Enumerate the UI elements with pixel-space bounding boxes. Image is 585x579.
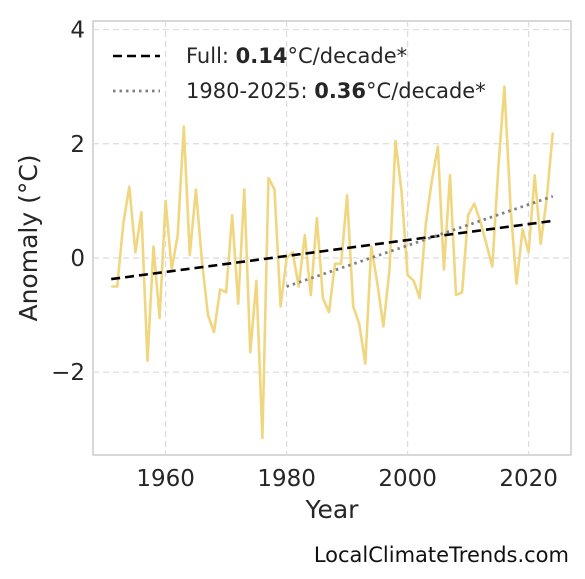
legend-full-suffix: °C/decade*: [288, 44, 408, 68]
watermark-text: LocalClimateTrends.com: [313, 543, 569, 567]
trend-line-recent: [286, 194, 554, 288]
y-tick-label-3: −2: [51, 360, 85, 386]
y-tick-label-1: 2: [70, 132, 85, 158]
legend-recent-value: 0.36: [314, 79, 366, 103]
y-tick-label-2: 0: [70, 246, 85, 272]
x-tick-label-2020: 2020: [499, 466, 558, 492]
series-layer: [111, 85, 555, 440]
grid-lines: [93, 21, 571, 455]
legend: Full: 0.14°C/decade* 1980-2025: 0.36°C/d…: [113, 44, 486, 103]
plot-area: [92, 20, 572, 456]
y-axis-title: Anomaly (°C): [14, 154, 43, 321]
legend-label-recent: 1980-2025: 0.36°C/decade*: [186, 79, 486, 103]
legend-full-prefix: Full:: [186, 44, 236, 68]
x-tick-label-1980: 1980: [257, 466, 316, 492]
x-tick-label-2000: 2000: [378, 466, 437, 492]
legend-recent-prefix: 1980-2025:: [186, 79, 314, 103]
legend-full-value: 0.14: [236, 44, 288, 68]
y-tick-label-0: 4: [70, 18, 85, 44]
x-axis-title: Year: [305, 495, 360, 524]
legend-recent-suffix: °C/decade*: [366, 79, 486, 103]
anomaly-series-line: [111, 85, 555, 440]
x-tick-label-1960: 1960: [136, 466, 195, 492]
tick-labels: 1960 1980 2000 2020 4 2 0 −2: [51, 18, 558, 492]
trend-line-full: [111, 219, 553, 281]
legend-label-full: Full: 0.14°C/decade*: [186, 44, 407, 68]
